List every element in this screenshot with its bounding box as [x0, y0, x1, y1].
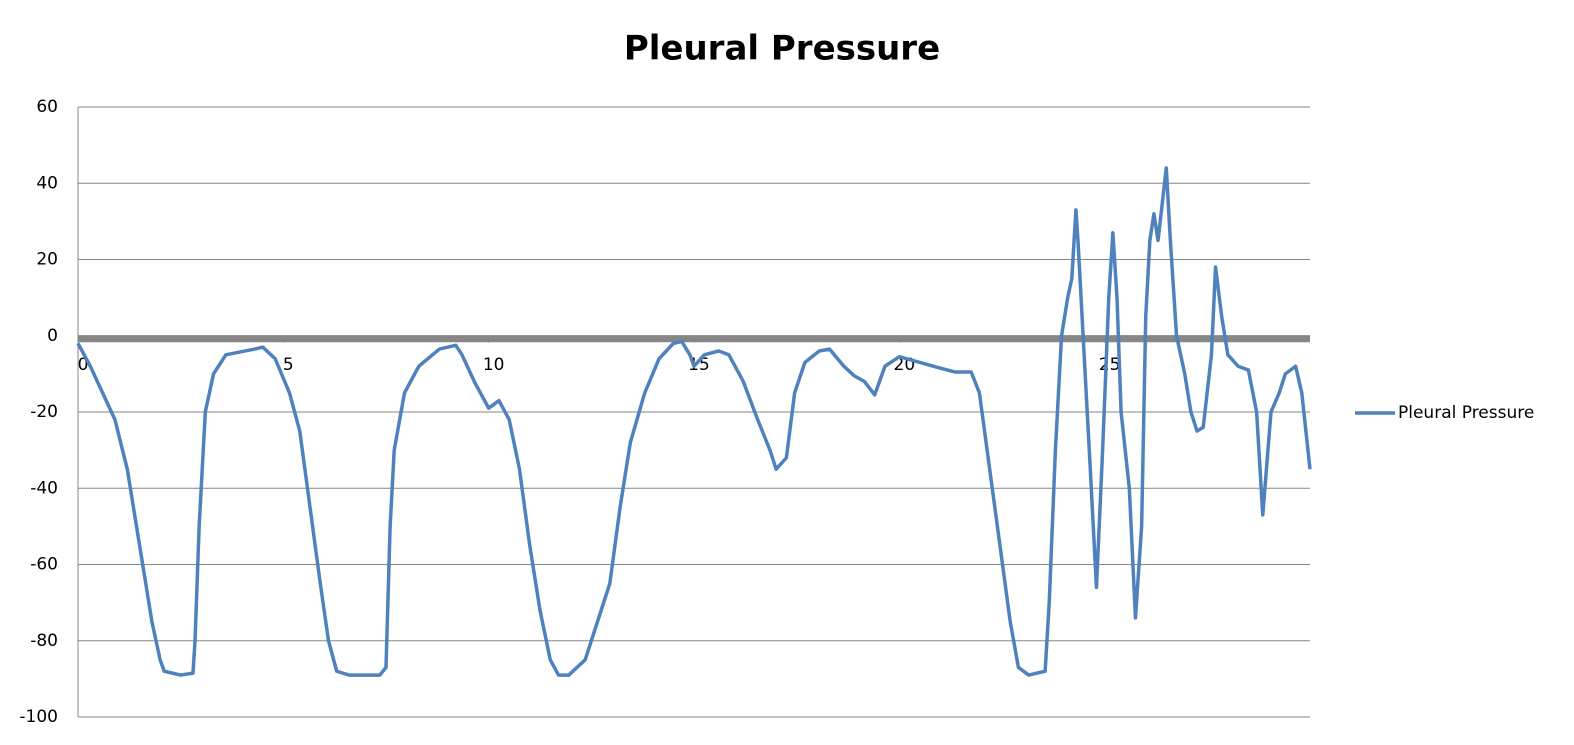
y-tick-label: -40 [30, 478, 58, 498]
x-tick-label: 25 [1099, 355, 1121, 375]
legend-label: Pleural Pressure [1398, 403, 1534, 423]
y-tick-label: 40 [36, 173, 58, 193]
data-line [76, 166, 1312, 677]
y-tick-label: -80 [30, 631, 58, 651]
y-tick-label: 20 [36, 250, 58, 270]
y-tick-label: 60 [36, 97, 58, 117]
y-tick-label: -60 [30, 555, 58, 575]
y-tick-label: 0 [47, 326, 58, 346]
x-tick-label: 15 [688, 355, 710, 375]
chart-title: Pleural Pressure [624, 29, 940, 69]
x-tick-label: 5 [283, 355, 294, 375]
x-tick-label: 10 [483, 355, 505, 375]
y-tick-label: -20 [30, 402, 58, 422]
x-tick-label: 0 [78, 355, 89, 375]
y-tick-label: -100 [19, 707, 58, 727]
